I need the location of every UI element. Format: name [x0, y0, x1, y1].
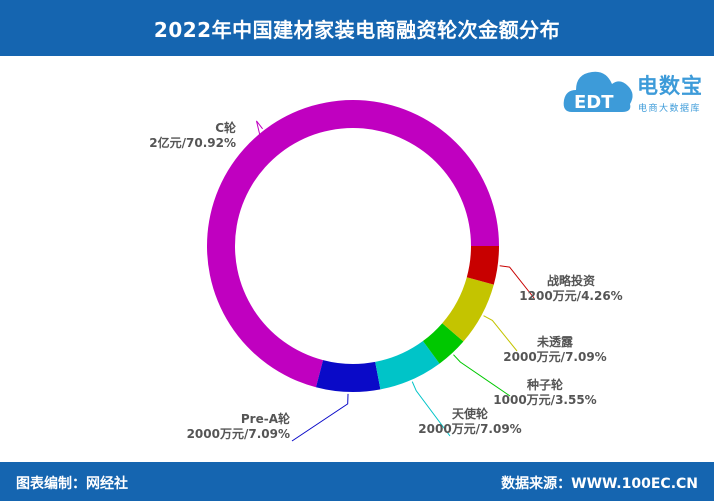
slice-name-label-0: C轮	[215, 120, 237, 135]
slice-value-label-0: 2亿元/70.92%	[149, 135, 236, 150]
slice-3	[422, 323, 464, 364]
leader-line-0	[255, 120, 263, 145]
chart-title-bar: 2022年中国建材家装电商融资轮次金额分布	[0, 0, 714, 56]
slice-name-label-3: 种子轮	[526, 377, 564, 392]
slice-4	[442, 277, 494, 342]
logo-title: 电数宝	[637, 74, 703, 98]
slice-2	[375, 341, 440, 390]
slice-value-label-5: 1200万元/4.26%	[519, 289, 622, 303]
slice-name-label-2: 天使轮	[452, 406, 489, 421]
chart-title: 2022年中国建材家装电商融资轮次金额分布	[153, 17, 561, 42]
leader-line-5	[499, 265, 535, 299]
leader-line-2	[411, 381, 451, 437]
slice-name-label-4: 未透露	[536, 334, 574, 349]
footer-source-editor: 图表编制：网经社	[16, 476, 128, 492]
leader-line-3	[453, 354, 511, 397]
slice-5	[466, 246, 499, 285]
slice-name-label-1: Pre-A轮	[241, 411, 291, 426]
slice-name-label-5: 战略投资	[547, 273, 595, 288]
leader-line-4	[483, 315, 518, 352]
leader-line-1	[291, 393, 349, 442]
footer-bar: 图表编制：网经社 数据来源：WWW.100EC.CN	[0, 462, 714, 501]
slice-value-label-4: 2000万元/7.09%	[503, 350, 606, 364]
footer-data-source: 数据来源：WWW.100EC.CN	[501, 476, 698, 492]
brand-logo: EDT 电数宝 电商大数据库	[562, 60, 712, 122]
slice-value-label-3: 1000万元/3.55%	[493, 393, 596, 407]
slice-value-label-1: 2000万元/7.09%	[187, 427, 290, 441]
slice-value-label-2: 2000万元/7.09%	[418, 422, 521, 436]
slice-1	[315, 360, 381, 392]
cloud-logo-icon: EDT	[563, 71, 633, 113]
logo-mark-text: EDT	[574, 92, 614, 113]
logo-subtitle: 电商大数据库	[638, 104, 702, 114]
donut-chart: C轮2亿元/70.92%Pre-A轮2000万元/7.09%天使轮2000万元/…	[149, 100, 623, 442]
